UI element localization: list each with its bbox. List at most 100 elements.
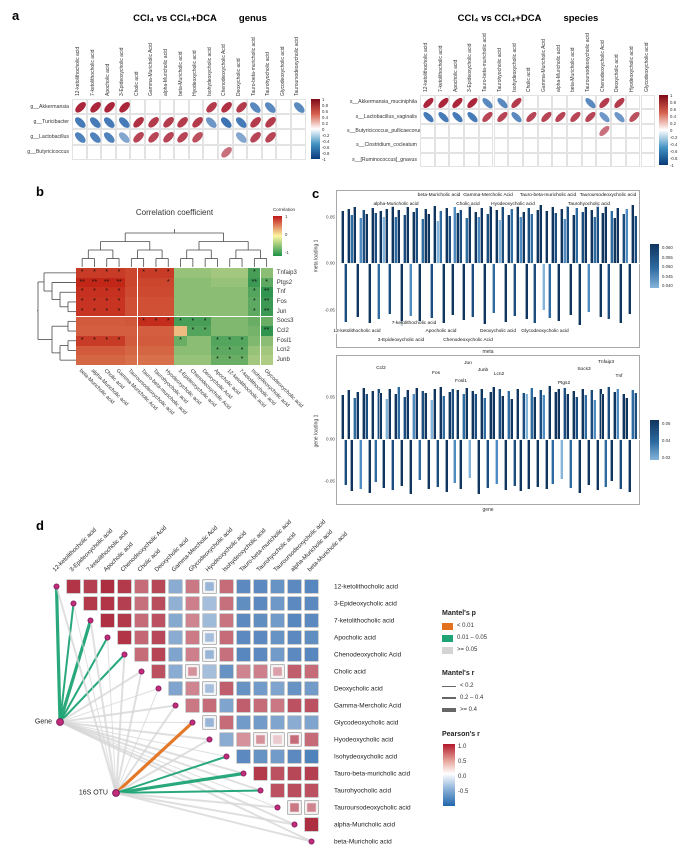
loading-bar (364, 213, 368, 263)
pearson-cell (304, 681, 320, 697)
heatmap-cell (125, 326, 138, 336)
loading-bar (583, 207, 587, 263)
corr-cell (276, 99, 291, 115)
correlation-ellipse (495, 110, 509, 124)
loading-bar (500, 207, 504, 263)
loading-bar (619, 263, 623, 323)
heatmap-cell (174, 355, 187, 365)
colorbar-tick: -0.6 (670, 149, 678, 154)
corr-cell (567, 109, 583, 124)
loading-bar (533, 263, 537, 324)
significance-star: * (216, 346, 219, 354)
heatmap-cell: * (162, 268, 175, 278)
corr-cell (640, 138, 656, 153)
pearson-cell (287, 664, 303, 680)
loading-bar (595, 439, 599, 491)
loading-bar (462, 393, 466, 439)
corr-cell (247, 99, 263, 115)
correlation-ellipse (598, 124, 612, 139)
pearson-cell (304, 698, 320, 714)
significance-star: * (240, 346, 244, 354)
corr-cell (581, 123, 597, 139)
loading-bar (574, 208, 578, 263)
row-label: Taurohyocholic acid (334, 787, 392, 794)
heatmap-cell (235, 297, 249, 307)
loading-bar (512, 263, 516, 316)
loading-bar (589, 390, 593, 439)
correlation-ellipse (219, 145, 234, 160)
significance-star: ** (263, 298, 270, 306)
heatmap-cell (186, 345, 199, 356)
heatmap-cell: * (235, 335, 249, 346)
colorbar-tick: 0.6 (670, 107, 676, 112)
heatmap-cell (137, 287, 150, 298)
pearson-cell (117, 613, 133, 629)
significance-star: * (252, 269, 256, 276)
correlation-ellipse (117, 115, 131, 130)
pearson-cell (236, 630, 252, 646)
legend-item: >= 0.4 (442, 704, 483, 716)
pearson-cell (304, 596, 320, 612)
loading-bar (352, 397, 356, 439)
corr-cell (115, 129, 131, 145)
heatmap-cell (76, 326, 89, 336)
column-label: alpha-Muricholic acid (555, 45, 562, 92)
corr-cell (291, 144, 306, 160)
corr-cell (232, 114, 248, 130)
corr-cell (596, 123, 612, 139)
mantel-edge (114, 721, 194, 795)
correlation-ellipse (598, 110, 612, 124)
heatmap-cell (88, 316, 101, 327)
correlation-ellipse (117, 130, 131, 145)
loading-bar (497, 389, 501, 439)
heatmap-cell: * (76, 268, 89, 278)
column-label: Gamma-Muricholic Acid (148, 43, 155, 96)
row-label: Tnfaip3 (276, 269, 297, 276)
significance-star: * (154, 317, 158, 325)
loading-bar (373, 439, 377, 482)
row-label: s__[Ruminococcus]_gnavus (352, 156, 417, 163)
pearson-cell (134, 613, 150, 629)
corr-cell (145, 144, 160, 160)
column-label: Deoxycholic acid (235, 58, 242, 96)
heatmap-cell: * (112, 335, 126, 346)
heatmap-cell: * (162, 316, 175, 327)
heatmap-cell (137, 326, 150, 336)
pearson-cell (287, 613, 303, 629)
loading-bar (370, 208, 374, 263)
heatmap-cell (137, 355, 150, 365)
mantel-edge (59, 704, 176, 723)
loading-bar (355, 391, 359, 439)
row-label: beta-Muricholic acid (334, 838, 392, 845)
loading-bar (343, 263, 347, 322)
mantel-edge (115, 654, 126, 794)
pearson-cell boxed (185, 664, 201, 680)
legend-item: >= 0.05 (442, 644, 487, 656)
heatmap-cell: * (186, 326, 199, 336)
heatmap-cell (199, 268, 212, 278)
correlation-ellipse (88, 100, 102, 114)
significance-star: ** (263, 288, 270, 296)
pearson-cell (236, 647, 252, 663)
column-label: Tauro-beta-muricholic acid (250, 37, 257, 96)
corr-cell (625, 95, 641, 110)
column-label: Glycodeoxycholic acid (279, 46, 286, 96)
correlation-ellipse (612, 96, 627, 110)
correlation-ellipse (627, 110, 641, 124)
significance-star: * (142, 317, 146, 325)
heatmap-cell (186, 277, 199, 288)
loading-bar (580, 211, 584, 263)
correlation-ellipse (219, 100, 234, 114)
pearson-cell (287, 647, 303, 663)
loading-bar (542, 263, 546, 311)
row-label: Hyodeoxycholic acid (334, 736, 394, 743)
pearson-cell (134, 647, 150, 663)
pearson-cell (219, 647, 235, 663)
heatmap-cell (100, 316, 113, 327)
heatmap-cell: * (137, 316, 150, 327)
correlation-ellipse (146, 130, 161, 145)
gene-loading-barchart: 0.05 0.00 -0.05 Ccl2 Fos Fosl1 Jun Junb Lcn2 Ptgs… (325, 355, 641, 505)
annotation-label: Socs3 (576, 367, 592, 372)
annotation-label: Fosl1 (454, 379, 468, 384)
heatmap-cell (149, 335, 163, 346)
